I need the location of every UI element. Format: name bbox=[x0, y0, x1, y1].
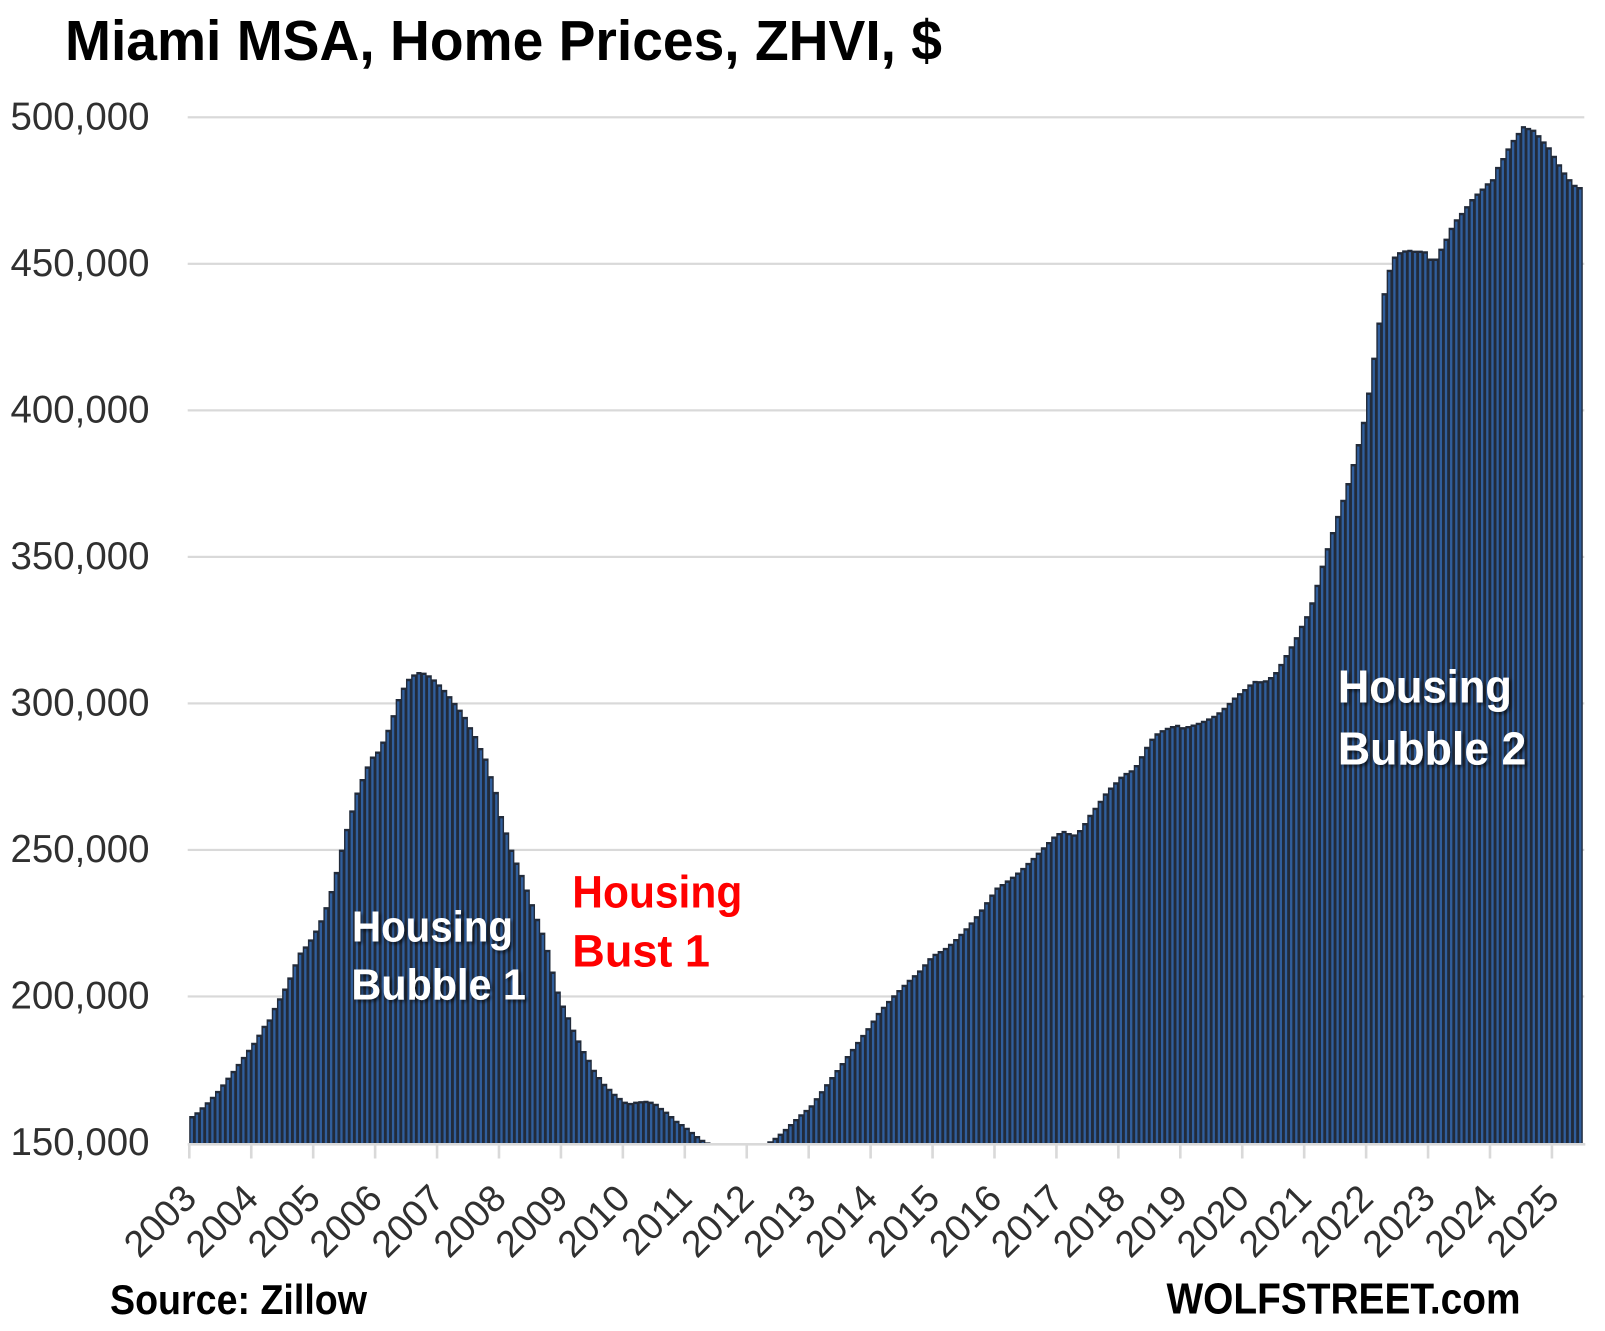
svg-text:Source: Zillow: Source: Zillow bbox=[110, 1276, 367, 1323]
svg-text:350,000: 350,000 bbox=[11, 535, 150, 578]
svg-text:Housing: Housing bbox=[1338, 661, 1512, 713]
svg-text:450,000: 450,000 bbox=[11, 242, 150, 285]
svg-text:500,000: 500,000 bbox=[11, 96, 150, 139]
svg-text:200,000: 200,000 bbox=[11, 975, 150, 1018]
svg-text:300,000: 300,000 bbox=[11, 682, 150, 725]
svg-text:Bust 1: Bust 1 bbox=[572, 925, 710, 976]
svg-text:250,000: 250,000 bbox=[11, 828, 150, 871]
svg-text:Housing: Housing bbox=[572, 867, 742, 918]
svg-text:400,000: 400,000 bbox=[11, 389, 150, 432]
svg-text:Miami MSA, Home Prices, ZHVI,: Miami MSA, Home Prices, ZHVI, $ bbox=[65, 9, 942, 73]
svg-text:Housing: Housing bbox=[352, 903, 513, 951]
svg-text:WOLFSTREET.com: WOLFSTREET.com bbox=[1167, 1275, 1521, 1324]
svg-text:Bubble 1: Bubble 1 bbox=[351, 962, 526, 1010]
svg-text:150,000: 150,000 bbox=[11, 1121, 150, 1164]
svg-text:Bubble 2: Bubble 2 bbox=[1338, 723, 1527, 775]
